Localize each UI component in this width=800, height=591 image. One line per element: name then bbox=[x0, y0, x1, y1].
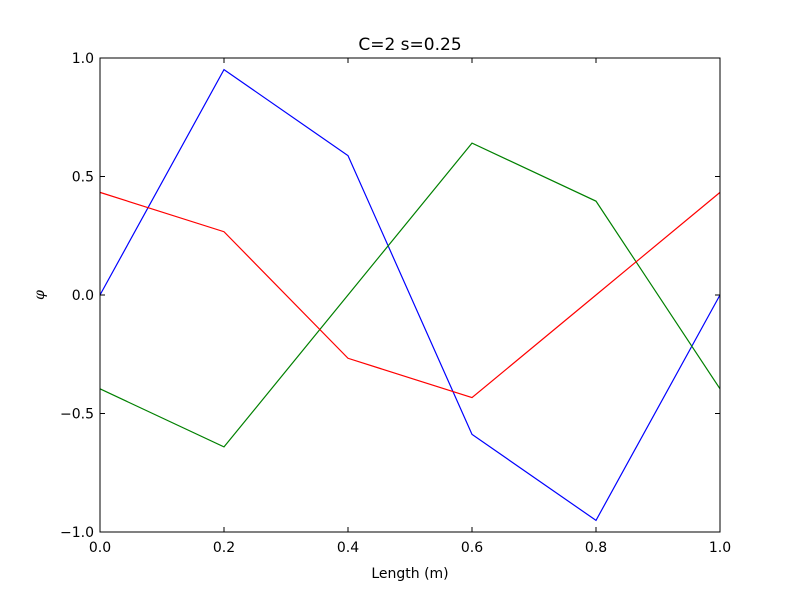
series-line-3 bbox=[99, 191, 721, 399]
y-tick-label: −1.0 bbox=[60, 525, 94, 541]
x-tick-label: 0.4 bbox=[337, 540, 359, 556]
chart-title: C=2 s=0.25 bbox=[358, 35, 461, 55]
y-tick-label: 0.5 bbox=[72, 170, 94, 186]
x-tick-label: 0.6 bbox=[461, 540, 483, 556]
y-tick-label: −0.5 bbox=[60, 407, 94, 423]
x-tick-label: 0.2 bbox=[213, 540, 235, 556]
x-tick-label: 1.0 bbox=[709, 540, 731, 556]
y-tick-label: 0.0 bbox=[72, 288, 94, 304]
x-axis-label: Length (m) bbox=[371, 566, 448, 582]
plot-frame bbox=[99, 57, 721, 533]
x-tick-label: 0.8 bbox=[585, 540, 607, 556]
series-line-1 bbox=[99, 68, 721, 522]
x-tick-label: 0.0 bbox=[89, 540, 111, 556]
series-line-2 bbox=[99, 142, 721, 448]
series-layer bbox=[99, 68, 721, 522]
y-tick-label: 1.0 bbox=[72, 51, 94, 67]
y-axis-label: φ bbox=[32, 290, 48, 300]
tick-labels-layer: 0.0 0.2 0.4 0.6 0.8 1.0 −1.0 −0.5 0.0 0.5 1.0 bbox=[60, 51, 731, 556]
